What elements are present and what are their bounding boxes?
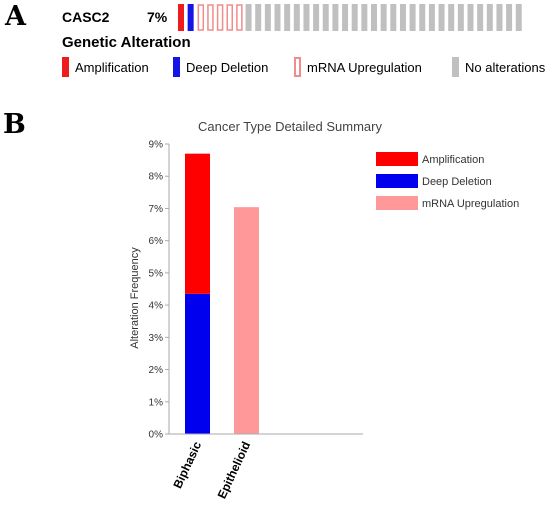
sample-cell-none — [284, 4, 291, 31]
legend-label-deep-deletion: Deep Deletion — [186, 59, 269, 75]
sample-cell-none — [409, 4, 416, 31]
legend-title: Genetic Alteration — [62, 34, 191, 51]
no-alterations-swatch — [452, 57, 459, 77]
sample-cell-none — [274, 4, 281, 31]
y-tick-label: 7% — [149, 204, 164, 215]
x-axis: Biphasic Epithelioid — [169, 433, 363, 501]
sample-track — [178, 4, 522, 31]
legend-swatch — [376, 174, 418, 188]
sample-cell-none — [390, 4, 397, 31]
deep-deletion-swatch — [173, 57, 180, 77]
panel-label-a: A — [5, 1, 26, 32]
sample-cell-mrna — [236, 4, 243, 31]
sample-cell-none — [332, 4, 339, 31]
y-tick-label: 3% — [149, 333, 164, 344]
legend-label: Amplification — [422, 154, 484, 166]
panel-label-b: B — [3, 109, 26, 140]
sample-cell-mrna — [226, 4, 233, 31]
bar-biphasic-amplification — [185, 153, 210, 294]
bar-chart: Cancer Type Detailed Summary Alteration … — [129, 119, 519, 501]
sample-cell-mrna — [207, 4, 214, 31]
sample-cell-none — [506, 4, 513, 31]
legend-label: mRNA Upregulation — [422, 198, 519, 210]
sample-cell-none — [380, 4, 387, 31]
legend-swatch — [376, 196, 418, 210]
sample-cell-mrna — [216, 4, 224, 31]
y-axis: 0% 1% 2% 3% 4% 5% 6% 7% 8% 9% — [149, 140, 170, 441]
legend-item-mrna-upregulation: mRNA Upregulation — [294, 57, 422, 77]
legend-label-mrna-upregulation: mRNA Upregulation — [307, 59, 422, 75]
sample-cell-none — [428, 4, 435, 31]
y-tick-label: 4% — [149, 301, 164, 312]
sample-cell-none — [342, 4, 349, 31]
sample-cell-none — [457, 4, 464, 31]
sample-cell-mrna — [197, 4, 205, 31]
bar-biphasic-deep-deletion — [185, 293, 210, 434]
y-tick-label: 8% — [149, 172, 164, 183]
sample-cell-none — [477, 4, 484, 31]
y-tick-label: 6% — [149, 236, 164, 247]
gene-label: CASC2 — [62, 9, 110, 25]
sample-cell-none — [293, 4, 300, 31]
sample-cell-none — [419, 4, 426, 31]
chart-legend: Amplification Deep Deletion mRNA Upregulat… — [376, 152, 519, 210]
legend-label-no-alterations: No alterations — [465, 59, 546, 75]
sample-cell-none — [303, 4, 310, 31]
sample-cell-none — [371, 4, 377, 31]
legend-label: Deep Deletion — [422, 176, 492, 188]
y-tick-label: 2% — [149, 365, 164, 376]
y-axis-label: Alteration Frequency — [129, 247, 141, 349]
sample-cell-amp — [178, 4, 184, 31]
sample-cell-none — [351, 4, 358, 31]
y-tick-label: 9% — [149, 140, 164, 151]
y-tick-label: 0% — [149, 430, 164, 441]
y-tick-label: 1% — [149, 397, 164, 408]
sample-cell-none — [496, 4, 503, 31]
sample-cell-none — [255, 4, 262, 31]
sample-cell-del — [187, 4, 194, 31]
sample-cell-none — [313, 4, 320, 31]
legend-item-deep-deletion: Deep Deletion — [173, 57, 268, 77]
sample-cell-none — [245, 4, 252, 31]
x-tick-label: Biphasic — [170, 439, 204, 491]
sample-cell-none — [438, 4, 445, 31]
bar-epithelioid-mrna-upregulation — [234, 207, 259, 434]
sample-cell-none — [515, 4, 522, 31]
sample-cell-none — [448, 4, 455, 31]
y-tick-label: 5% — [149, 268, 164, 279]
gene-alteration-percent: 7% — [147, 9, 168, 25]
legend-item-amplification: Amplification — [62, 57, 149, 77]
sample-cell-none — [322, 4, 329, 31]
x-tick-label: Epithelioid — [215, 439, 254, 501]
oncoprint: CASC2 7% Genetic Alteration Amplificatio… — [0, 0, 550, 80]
sample-cell-none — [467, 4, 474, 31]
chart-title: Cancer Type Detailed Summary — [198, 119, 383, 134]
bars — [185, 153, 259, 434]
legend-swatch — [376, 152, 418, 166]
mrna-upregulation-swatch — [294, 57, 301, 77]
amplification-swatch — [62, 57, 69, 77]
sample-cell-none — [264, 4, 271, 31]
sample-cell-none — [361, 4, 368, 31]
legend-label-amplification: Amplification — [75, 59, 149, 75]
sample-cell-none — [399, 4, 406, 31]
sample-cell-none — [486, 4, 493, 31]
legend-item-no-alterations: No alterations — [452, 57, 545, 77]
